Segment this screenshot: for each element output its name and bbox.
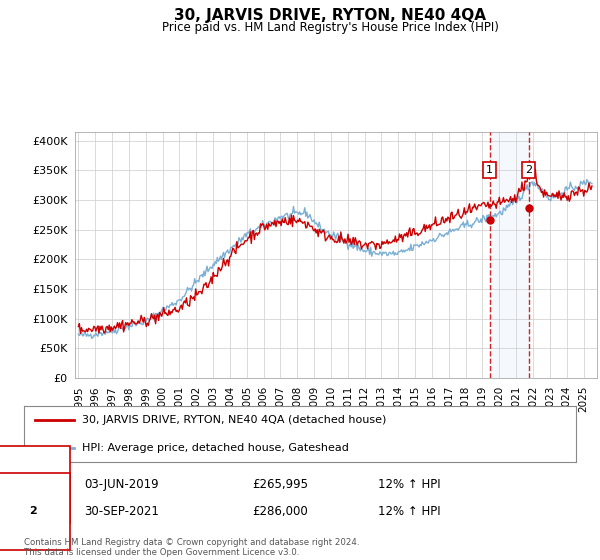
Text: 12% ↑ HPI: 12% ↑ HPI bbox=[378, 505, 440, 518]
Text: 12% ↑ HPI: 12% ↑ HPI bbox=[378, 478, 440, 491]
Text: 1: 1 bbox=[486, 165, 493, 175]
Text: Contains HM Land Registry data © Crown copyright and database right 2024.
This d: Contains HM Land Registry data © Crown c… bbox=[24, 538, 359, 557]
Text: £265,995: £265,995 bbox=[252, 478, 308, 491]
Text: HPI: Average price, detached house, Gateshead: HPI: Average price, detached house, Gate… bbox=[82, 443, 349, 453]
Text: 30, JARVIS DRIVE, RYTON, NE40 4QA (detached house): 30, JARVIS DRIVE, RYTON, NE40 4QA (detac… bbox=[82, 415, 386, 425]
Text: £286,000: £286,000 bbox=[252, 505, 308, 518]
Bar bbox=[490, 132, 529, 378]
Text: 2: 2 bbox=[29, 506, 37, 516]
Text: 1: 1 bbox=[29, 479, 37, 489]
Text: Price paid vs. HM Land Registry's House Price Index (HPI): Price paid vs. HM Land Registry's House … bbox=[161, 21, 499, 34]
Text: 30-SEP-2021: 30-SEP-2021 bbox=[84, 505, 159, 518]
Text: 03-JUN-2019: 03-JUN-2019 bbox=[84, 478, 158, 491]
Text: 2: 2 bbox=[525, 165, 532, 175]
Text: 30, JARVIS DRIVE, RYTON, NE40 4QA: 30, JARVIS DRIVE, RYTON, NE40 4QA bbox=[174, 8, 486, 24]
